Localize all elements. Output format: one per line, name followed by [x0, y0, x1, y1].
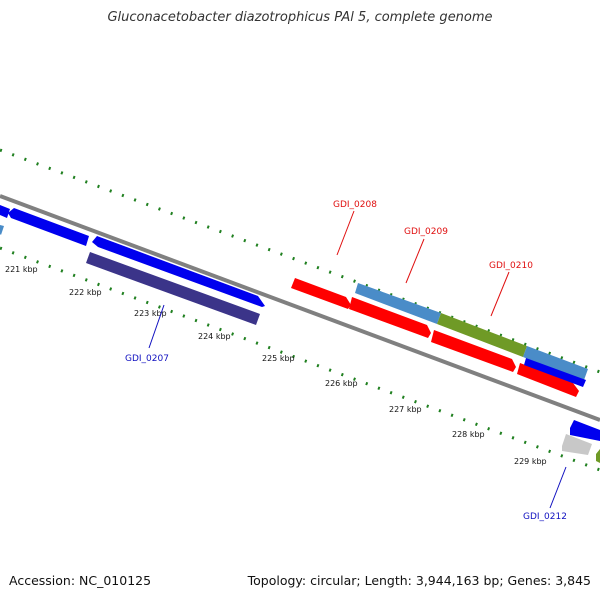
leader-line	[148, 304, 165, 349]
gene-arrow-reverse[interactable]	[596, 449, 600, 463]
scale-label: 222 kbp	[69, 288, 102, 297]
gene-arrow-reverse[interactable]	[562, 434, 592, 455]
gene-arrow-forward[interactable]	[349, 297, 431, 338]
gene-arrow-forward[interactable]	[517, 363, 579, 397]
gene-arrow-forward[interactable]	[437, 313, 527, 357]
gene-label-forward[interactable]: GDI_0209	[404, 227, 448, 237]
backbone-line	[0, 194, 600, 422]
gene-arrow-forward[interactable]	[355, 283, 441, 324]
leader-line	[490, 271, 510, 317]
outer-tick-track	[0, 148, 600, 374]
label-leader-lines	[148, 210, 567, 509]
gene-arrow-forward[interactable]	[0, 205, 10, 218]
gene-arrow-forward[interactable]	[0, 225, 4, 235]
leader-line	[405, 238, 425, 284]
gene-arrow-reverse[interactable]	[86, 252, 260, 325]
genome-title: Gluconacetobacter diazotrophicus PAl 5, …	[107, 10, 493, 25]
genome-summary-label: Topology: circular; Length: 3,944,163 bp…	[247, 573, 591, 588]
gene-arrow-forward[interactable]	[291, 278, 351, 309]
gene-label-reverse[interactable]: GDI_0212	[523, 512, 567, 522]
gene-arrow-reverse[interactable]	[8, 208, 89, 246]
gene-labels: GDI_0208 GDI_0209 GDI_0210 GDI_0207 GDI_…	[125, 200, 567, 522]
scale-label: 226 kbp	[325, 379, 358, 388]
scale-label: 228 kbp	[452, 430, 485, 439]
scale-label: 225 kbp	[262, 354, 295, 363]
scale-label: 224 kbp	[198, 332, 231, 341]
inner-tick-track	[0, 246, 600, 472]
gene-label-forward[interactable]: GDI_0208	[333, 200, 377, 210]
gene-label-forward[interactable]: GDI_0210	[489, 261, 533, 271]
gene-arrow-forward[interactable]	[524, 358, 586, 387]
leader-line	[549, 466, 567, 509]
outer-tick-line	[0, 148, 600, 374]
scale-labels: 221 kbp 222 kbp 223 kbp 224 kbp 225 kbp …	[5, 265, 547, 466]
accession-label: Accession: NC_010125	[9, 573, 152, 588]
gene-arrow-forward[interactable]	[431, 330, 516, 372]
leader-line	[336, 210, 355, 256]
reverse-strand-genes	[0, 225, 600, 463]
inner-tick-line	[0, 246, 600, 472]
forward-strand-genes	[0, 205, 588, 397]
scale-label: 229 kbp	[514, 457, 547, 466]
gene-arrow-forward[interactable]	[523, 346, 588, 380]
scale-label: 221 kbp	[5, 265, 38, 274]
gene-arrow-forward[interactable]	[92, 236, 265, 307]
scale-label: 223 kbp	[134, 309, 167, 318]
gene-arrow-reverse[interactable]	[570, 420, 600, 441]
scale-label: 227 kbp	[389, 405, 422, 414]
gene-label-reverse[interactable]: GDI_0207	[125, 354, 169, 364]
